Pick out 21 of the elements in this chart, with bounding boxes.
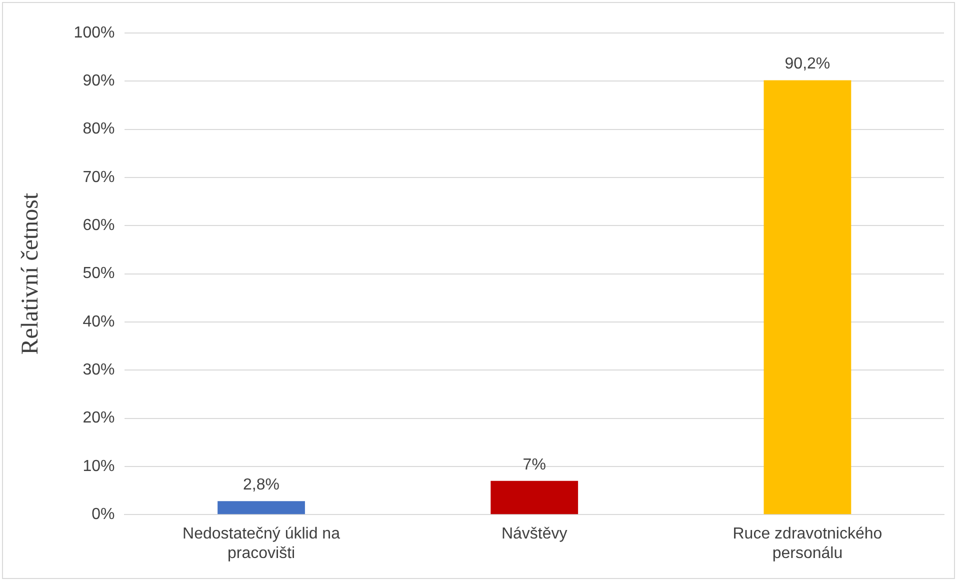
bar [218,501,305,514]
y-tick-label: 50% [82,265,115,282]
x-tick-label: Ruce zdravotnického personálu [732,526,882,562]
y-tick-label: 90% [82,72,115,90]
y-tick-label: 0% [92,506,115,524]
bar [490,480,578,514]
x-tick-label: Návštěvy [501,526,568,543]
y-tick-label: 30% [82,362,115,379]
bar [764,80,852,514]
y-tick-label: 80% [82,120,115,138]
data-label: 90,2% [784,56,830,73]
y-tick-label: 70% [82,168,115,186]
y-tick-label: 100% [74,24,115,42]
y-tick-label: 10% [82,458,115,475]
data-label: 2,8% [243,476,280,494]
data-label: 7% [522,456,546,474]
y-tick-label: 20% [82,410,115,427]
y-tick-label: 40% [82,313,115,330]
y-tick-label: 60% [82,217,115,234]
y-axis-title: Relativní četnost [18,192,44,355]
x-tick-label: Nedostatečný úklid na pracovišti [182,526,340,562]
